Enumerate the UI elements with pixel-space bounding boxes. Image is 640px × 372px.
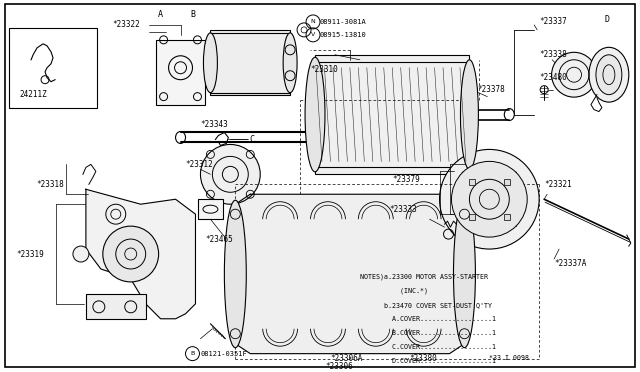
Text: *33 I 0098: *33 I 0098 [490, 355, 529, 360]
Ellipse shape [305, 57, 325, 172]
Bar [504, 214, 510, 220]
Text: *23306A: *23306A [330, 354, 362, 363]
Circle shape [451, 161, 527, 237]
Text: *23337A: *23337A [554, 260, 586, 269]
Text: N: N [310, 19, 316, 25]
Bar [211, 30, 290, 94]
Text: *23379: *23379 [393, 175, 420, 184]
Circle shape [200, 144, 260, 204]
Text: *23319: *23319 [16, 250, 44, 259]
Text: A.COVER..................1: A.COVER..................1 [360, 316, 496, 322]
Ellipse shape [204, 33, 218, 93]
Text: B: B [191, 10, 195, 19]
Text: D: D [605, 15, 610, 25]
Text: *23321: *23321 [544, 180, 572, 189]
Ellipse shape [460, 60, 478, 169]
Text: *23322: *23322 [113, 20, 141, 29]
Ellipse shape [283, 33, 297, 93]
Text: C.COVER..................1: C.COVER..................1 [360, 344, 496, 350]
Text: *23480: *23480 [539, 73, 567, 82]
Ellipse shape [454, 200, 476, 348]
Text: 08911-3081A: 08911-3081A [319, 19, 365, 25]
Bar [156, 40, 205, 105]
Circle shape [73, 246, 89, 262]
Bar [198, 199, 223, 219]
Text: 08915-13810: 08915-13810 [319, 32, 365, 38]
Text: *23337: *23337 [539, 17, 567, 26]
Ellipse shape [596, 55, 622, 94]
Text: B: B [190, 351, 195, 356]
Text: A: A [157, 10, 163, 19]
Text: D.COVER..................1: D.COVER..................1 [360, 357, 496, 363]
Text: b.23470 COVER SET-DUST Q'TY: b.23470 COVER SET-DUST Q'TY [360, 302, 492, 308]
Circle shape [103, 226, 159, 282]
Bar [9, 28, 97, 108]
Text: 08121-0351F: 08121-0351F [200, 351, 247, 357]
Ellipse shape [552, 52, 596, 97]
Bar [468, 214, 475, 220]
Text: V: V [311, 32, 315, 37]
Text: *23378: *23378 [477, 85, 505, 94]
Circle shape [440, 150, 539, 249]
Text: NOTES)a.23300 MOTOR ASSY-STARTER: NOTES)a.23300 MOTOR ASSY-STARTER [360, 274, 488, 280]
Text: *23306: *23306 [325, 362, 353, 371]
Text: B.COVER..................1: B.COVER..................1 [360, 330, 496, 336]
Text: C: C [249, 135, 254, 144]
Text: *23465: *23465 [205, 235, 233, 244]
Bar [315, 55, 469, 174]
Text: *23312: *23312 [186, 160, 213, 169]
Polygon shape [236, 194, 465, 354]
Text: *23338: *23338 [539, 50, 567, 59]
Text: 24211Z: 24211Z [19, 90, 47, 99]
Polygon shape [86, 189, 195, 319]
Text: *23310: *23310 [310, 65, 338, 74]
Bar [468, 179, 475, 185]
Text: *23333: *23333 [390, 205, 417, 214]
Text: (INC.*): (INC.*) [360, 288, 428, 294]
Bar [504, 179, 510, 185]
Ellipse shape [225, 200, 246, 348]
Text: *23343: *23343 [200, 120, 228, 129]
Ellipse shape [589, 47, 629, 102]
Text: *23318: *23318 [36, 180, 64, 189]
Bar [86, 294, 146, 319]
Text: *23380: *23380 [410, 354, 437, 363]
